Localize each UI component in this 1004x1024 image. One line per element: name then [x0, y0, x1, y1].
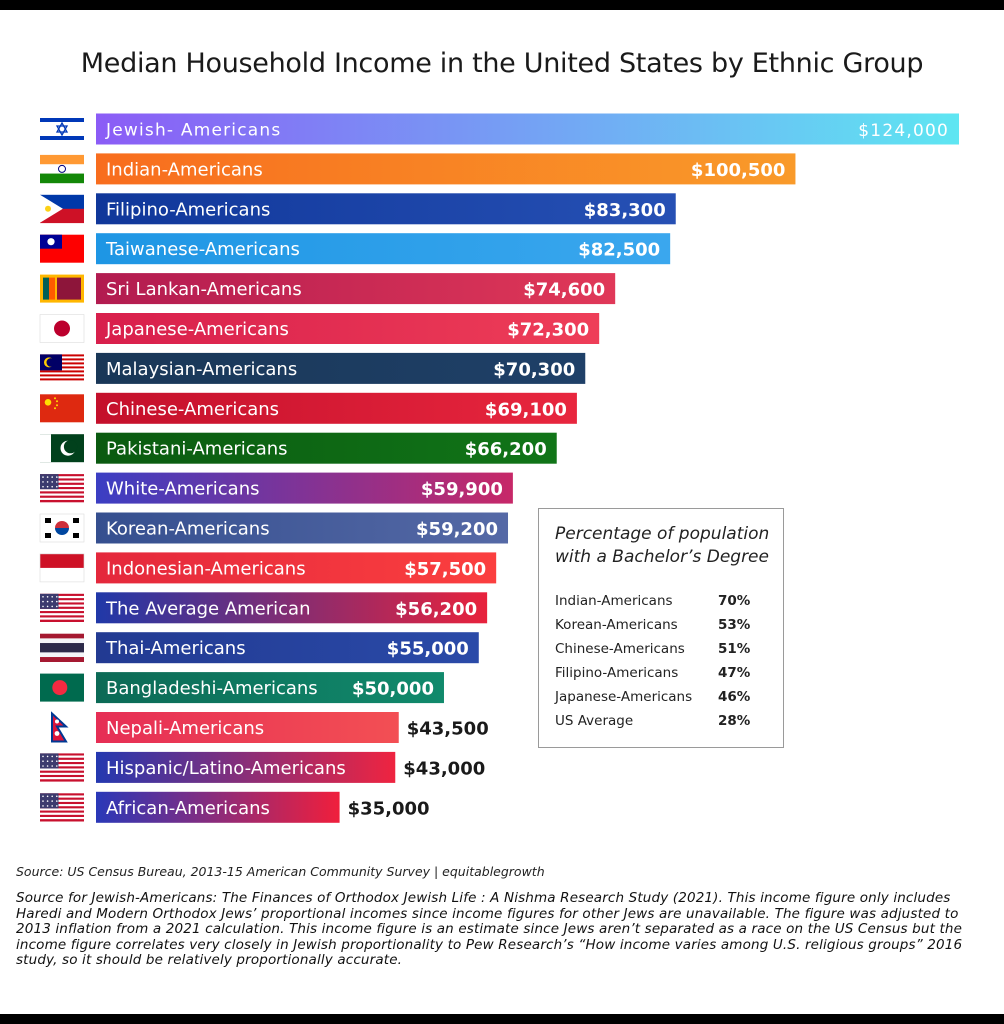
category-label: Thai-Americans — [105, 638, 246, 659]
taiwan-flag-icon — [40, 234, 84, 263]
china-flag-icon — [40, 394, 84, 423]
bar — [96, 672, 444, 704]
usa-flag-icon — [40, 593, 84, 622]
bar — [96, 712, 399, 743]
value-label: $59,200 — [416, 519, 498, 540]
bar — [96, 113, 959, 145]
bangladesh-flag-icon — [40, 673, 84, 702]
legend-row: Indian-Americans 70% — [555, 593, 765, 615]
legend-row-value: 51% — [718, 641, 751, 657]
category-label: Filipino-Americans — [106, 199, 270, 220]
sri-lanka-flag-icon — [40, 274, 84, 303]
legend-row-label: Japanese-Americans — [555, 689, 693, 705]
bar — [96, 791, 340, 823]
bar — [96, 512, 509, 544]
category-label: White-Americans — [106, 479, 259, 500]
bar — [96, 552, 497, 584]
legend-row-value: 46% — [718, 689, 751, 705]
legend-row: Japanese-Americans 46% — [555, 689, 765, 711]
legend-row: Korean-Americans 53% — [555, 617, 765, 639]
category-label: Chinese-Americans — [106, 399, 279, 420]
legend-row-label: Indian-Americans — [555, 593, 673, 609]
legend-row-value: 47% — [718, 665, 751, 681]
category-label: Korean-Americans — [106, 519, 270, 540]
south-korea-flag-icon — [39, 513, 85, 543]
source-census: Source: US Census Bureau, 2013-15 Americ… — [16, 864, 545, 879]
category-label: The Average American — [105, 598, 311, 619]
bar — [96, 632, 479, 664]
category-label: African-Americans — [106, 798, 270, 819]
legend-row-value: 70% — [718, 593, 751, 609]
bar — [96, 472, 513, 504]
value-label: $35,000 — [348, 798, 430, 819]
category-label: Jewish- Americans — [105, 121, 281, 141]
india-flag-icon — [40, 154, 84, 184]
malaysia-flag-icon — [40, 354, 84, 383]
value-label: $59,900 — [421, 479, 503, 500]
legend-title: Percentage of population with a Bachelor… — [555, 523, 779, 569]
bar — [96, 592, 488, 624]
value-label: $50,000 — [352, 679, 434, 700]
value-label: $69,100 — [485, 399, 567, 420]
legend-row: Filipino-Americans 47% — [555, 665, 765, 687]
category-label: Hispanic/Latino-Americans — [106, 758, 346, 779]
value-label: $56,200 — [395, 599, 477, 620]
bar — [96, 432, 557, 464]
philippines-flag-icon — [40, 194, 84, 224]
usa-flag-icon — [40, 793, 84, 822]
category-label: Indonesian-Americans — [106, 558, 306, 579]
value-label: $66,200 — [465, 439, 547, 460]
value-label: $100,500 — [691, 160, 786, 181]
bar — [96, 751, 396, 783]
category-label: Japanese-Americans — [105, 319, 289, 340]
value-label: $70,300 — [493, 359, 575, 380]
legend-row: US Average 28% — [555, 713, 765, 735]
legend-row-value: 28% — [718, 713, 751, 729]
legend-title-line-2: with a Bachelor’s Degree — [555, 547, 769, 567]
category-label: Nepali-Americans — [106, 718, 264, 739]
value-label: $43,000 — [403, 758, 485, 779]
category-label: Indian-Americans — [106, 159, 263, 180]
pakistan-flag-icon — [40, 434, 84, 463]
usa-flag-icon — [40, 474, 84, 503]
thailand-flag-icon — [40, 633, 84, 662]
israel-flag-icon — [40, 115, 84, 143]
bar — [96, 273, 616, 305]
legend-row: Chinese-Americans 51% — [555, 641, 765, 663]
nepal-flag-icon — [51, 711, 69, 743]
usa-flag-icon — [40, 753, 84, 782]
chart-title: Median Household Income in the United St… — [80, 48, 924, 79]
bar — [96, 193, 676, 225]
legend-row-label: Filipino-Americans — [555, 665, 679, 681]
value-label: $72,300 — [507, 320, 589, 341]
japan-flag-icon — [39, 314, 85, 343]
value-label: $124,000 — [858, 121, 949, 141]
category-label: Taiwanese-Americans — [105, 239, 300, 260]
value-label: $83,300 — [584, 200, 666, 221]
indonesia-flag-icon — [39, 553, 85, 583]
category-label: Pakistani-Americans — [106, 439, 288, 460]
category-label: Malaysian-Americans — [106, 359, 297, 380]
value-label: $57,500 — [404, 559, 486, 580]
bachelor-degree-legend: Percentage of population with a Bachelor… — [538, 508, 784, 748]
legend-title-line-1: Percentage of population — [555, 524, 770, 544]
source-jewish-americans: Source for Jewish-Americans: The Finance… — [16, 890, 963, 969]
bar — [96, 352, 586, 384]
legend-row-value: 53% — [718, 617, 751, 633]
legend-row-label: Korean-Americans — [555, 617, 678, 633]
legend-row-label: US Average — [555, 713, 634, 729]
bar — [96, 153, 796, 185]
value-label: $55,000 — [387, 639, 469, 660]
category-label: Bangladeshi-Americans — [106, 678, 318, 699]
legend-row-label: Chinese-Americans — [555, 641, 685, 657]
category-label: Sri Lankan-Americans — [106, 279, 302, 300]
bar — [96, 233, 671, 265]
value-label: $43,500 — [407, 719, 489, 740]
bar — [96, 392, 577, 424]
value-label: $82,500 — [578, 240, 660, 261]
value-label: $74,600 — [523, 280, 605, 301]
bar — [96, 313, 600, 344]
